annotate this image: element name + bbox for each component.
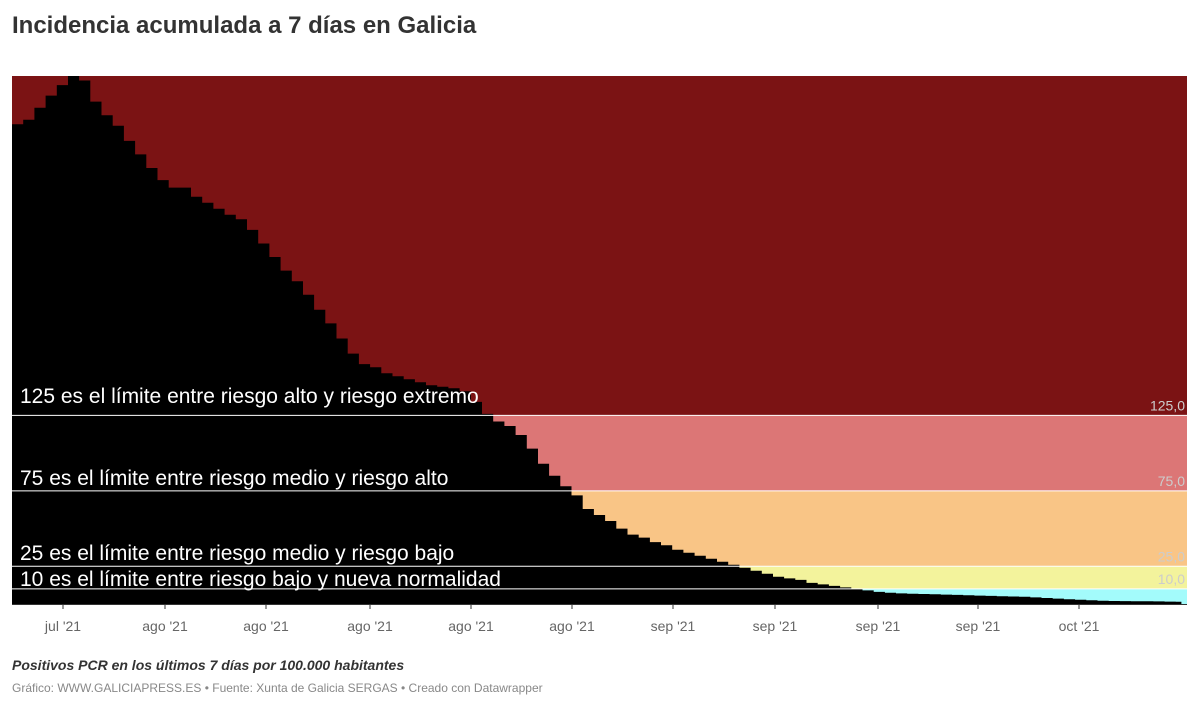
x-tick-label: ago '21 [549,618,595,634]
x-tick-label: sep '21 [651,618,696,634]
x-tick-label: sep '21 [956,618,1001,634]
x-tick-label: ago '21 [448,618,494,634]
annotation-2: 75 es el límite entre riesgo medio y rie… [20,467,448,490]
chart-title: Incidencia acumulada a 7 días en Galicia [12,12,477,39]
annotation-4: 10 es el límite entre riesgo bajo y nuev… [20,568,501,591]
annotation-3: 25 es el límite entre riesgo medio y rie… [20,542,454,565]
x-tick-label: oct '21 [1059,618,1100,634]
incidence-area [12,76,1182,604]
x-tick-label: ago '21 [142,618,188,634]
x-tick-label: jul '21 [44,618,81,634]
x-tick-label: sep '21 [753,618,798,634]
x-axis-ticks: jul '21 ago '21 ago '21 ago '21 ago '21 ago '… [44,604,1100,634]
annotation-1: 125 es el límite entre riesgo alto y rie… [20,385,479,408]
chart-footer: Gráfico: WWW.GALICIAPRESS.ES • Fuente: X… [12,681,543,695]
threshold-lines: 125,0 75,0 25,0 10,0 [12,397,1187,590]
x-tick-label: ago '21 [243,618,289,634]
threshold-label-125: 125,0 [1150,397,1185,413]
threshold-label-25: 25,0 [1158,548,1185,564]
x-tick-label: ago '21 [347,618,393,634]
x-tick-label: sep '21 [856,618,901,634]
threshold-label-75: 75,0 [1158,473,1185,489]
annotations: 125 es el límite entre riesgo alto y rie… [20,385,501,591]
chart-notes: Positivos PCR en los últimos 7 días por … [12,657,405,673]
threshold-label-10: 10,0 [1158,571,1185,587]
